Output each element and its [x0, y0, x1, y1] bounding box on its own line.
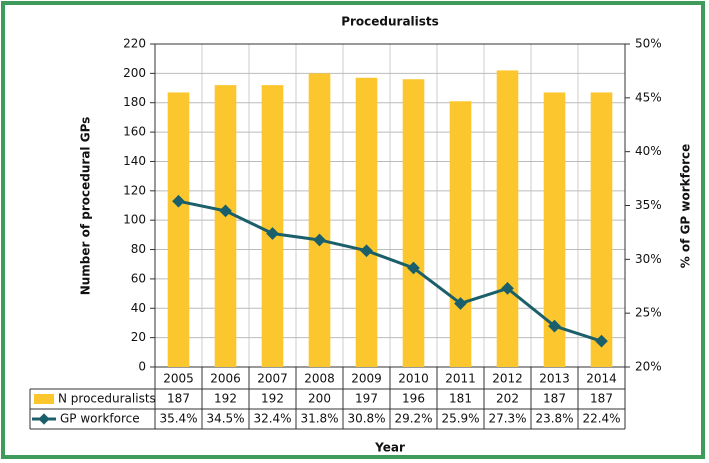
x-tick-label: 2008	[304, 372, 335, 386]
chart-title: Proceduralists	[341, 15, 439, 29]
y-tick-label: 180	[123, 95, 146, 109]
marker	[454, 297, 467, 310]
x-tick-label: 2007	[257, 372, 288, 386]
data-label: 32.4%	[253, 412, 291, 426]
y2-tick-label: 50%	[635, 37, 662, 51]
x-tick-label: 2006	[210, 372, 241, 386]
y-tick-label: 220	[123, 37, 146, 51]
marker	[501, 282, 514, 295]
y-tick-label: 100	[123, 213, 146, 227]
data-label: 196	[402, 392, 425, 406]
data-label: 187	[590, 392, 613, 406]
bar	[449, 101, 472, 367]
y-tick-label: 140	[123, 154, 146, 168]
marker	[407, 261, 420, 275]
y-tick-label: 40	[131, 301, 146, 315]
data-label: 31.8%	[300, 412, 338, 426]
x-tick-label: 2011	[445, 372, 476, 386]
data-label: 23.8%	[535, 412, 573, 426]
y-tick-label: 160	[123, 125, 146, 139]
y-tick-label: 20	[131, 330, 146, 344]
y2-tick-label: 25%	[635, 306, 662, 320]
bar	[308, 73, 331, 367]
data-label: 200	[308, 392, 331, 406]
marker	[360, 244, 373, 258]
bar	[590, 92, 613, 367]
y2-tick-label: 20%	[635, 360, 662, 374]
y2-axis-title: % of GP workforce	[679, 144, 693, 269]
x-tick-label: 2005	[163, 372, 194, 386]
x-tick-label: 2013	[539, 372, 570, 386]
data-label: 29.2%	[394, 412, 432, 426]
y-tick-label: 80	[131, 242, 146, 256]
x-axis-title: Year	[374, 441, 405, 455]
y2-tick-label: 45%	[635, 90, 662, 104]
data-label: 192	[214, 392, 237, 406]
bar	[402, 79, 425, 368]
data-label: 187	[167, 392, 190, 406]
line	[178, 199, 602, 343]
bar	[496, 70, 519, 367]
y2-tick-label: 30%	[635, 252, 662, 266]
data-label: 27.3%	[488, 412, 526, 426]
data-label: 192	[261, 392, 284, 406]
bar	[214, 85, 237, 367]
data-label: 35.4%	[159, 412, 197, 426]
bar	[355, 77, 378, 367]
legend-swatch	[34, 394, 54, 404]
y-tick-label: 60	[131, 271, 146, 285]
y-axis-title: Number of procedural GPs	[79, 117, 93, 296]
x-tick-label: 2010	[398, 372, 429, 386]
marker	[172, 194, 185, 208]
data-label: 34.5%	[206, 412, 244, 426]
bar	[167, 92, 190, 367]
y-tick-label: 200	[123, 66, 146, 80]
legend-label: GP workforce	[60, 412, 140, 426]
x-tick-label: 2012	[492, 372, 523, 386]
y-tick-label: 0	[138, 360, 146, 374]
data-label: 25.9%	[441, 412, 479, 426]
y-tick-label: 120	[123, 183, 146, 197]
marker	[266, 227, 279, 240]
data-label: 187	[543, 392, 566, 406]
data-label: 181	[449, 392, 472, 406]
x-tick-label: 2014	[586, 372, 617, 386]
data-label: 197	[355, 392, 378, 406]
y2-tick-label: 40%	[635, 144, 662, 158]
legend-label: N proceduralists	[58, 392, 156, 406]
bar	[543, 92, 566, 367]
legend-marker	[38, 413, 50, 425]
marker	[313, 233, 326, 247]
data-label: 22.4%	[582, 412, 620, 426]
y2-tick-label: 35%	[635, 198, 662, 212]
data-label: 202	[496, 392, 519, 406]
x-tick-label: 2009	[351, 372, 382, 386]
data-label: 30.8%	[347, 412, 385, 426]
marker	[219, 204, 232, 218]
bar	[261, 85, 284, 367]
